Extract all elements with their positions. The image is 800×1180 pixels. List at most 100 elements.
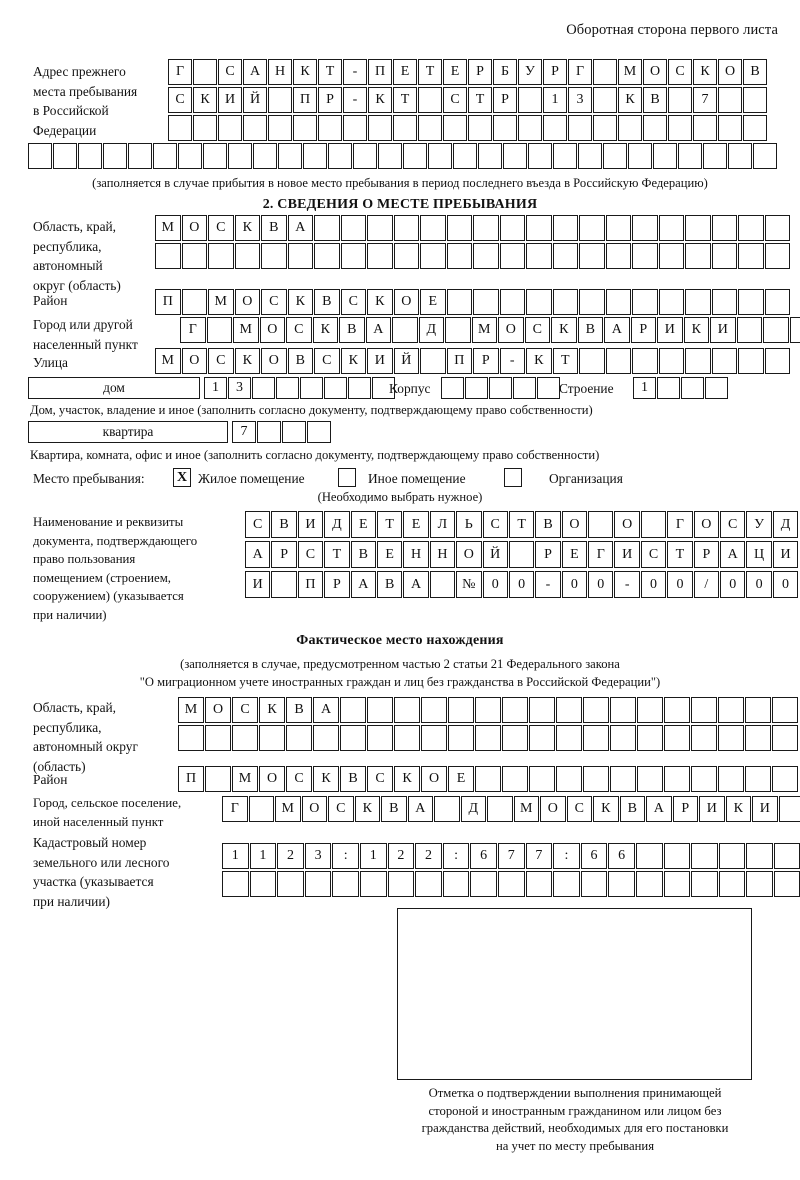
region-row-2-cell[interactable] xyxy=(234,243,260,269)
document-row-1-cell[interactable]: Е xyxy=(350,511,376,538)
region-row-2-cell[interactable] xyxy=(526,243,552,269)
actual-city-row-cell[interactable] xyxy=(434,796,460,822)
cadastral-row-1-cell[interactable]: : xyxy=(553,843,580,869)
prev-address-row-3-cell[interactable] xyxy=(618,115,642,141)
prev-address-row-1-cell[interactable]: А xyxy=(243,59,267,85)
prev-address-row-3-cell[interactable] xyxy=(568,115,592,141)
prev-address-row-4-cell[interactable] xyxy=(228,143,252,169)
document-row-2-cell[interactable]: Р xyxy=(271,541,297,568)
cadastral-row-1-cell[interactable]: 6 xyxy=(580,843,608,869)
street-row-cell[interactable]: К xyxy=(526,348,552,374)
region-row-1-cell[interactable]: С xyxy=(208,215,234,241)
region-row-2-cell[interactable] xyxy=(552,243,578,269)
city-row-cell[interactable]: В xyxy=(339,317,365,343)
cadastral-row-2-cell[interactable] xyxy=(387,871,415,897)
prev-address-row-4-cell[interactable] xyxy=(153,143,177,169)
prev-address-row-1-cell[interactable] xyxy=(193,59,217,85)
document-row-3-cell[interactable]: А xyxy=(350,571,376,598)
actual-region-row-2-cell[interactable] xyxy=(556,725,582,751)
actual-city-row-cell[interactable]: Р xyxy=(672,796,698,822)
region-row-2-cell[interactable] xyxy=(393,243,419,269)
document-row-1-cell[interactable]: С xyxy=(720,511,746,538)
document-row-1-cell[interactable]: Т xyxy=(508,511,535,538)
region-row-1-cell[interactable] xyxy=(632,215,658,241)
city-row-cell[interactable]: К xyxy=(683,317,709,343)
cadastral-row-1-cell[interactable]: 7 xyxy=(525,843,553,869)
document-row-3-cell[interactable]: - xyxy=(614,571,640,598)
prev-address-row-1-cell[interactable]: С xyxy=(668,59,692,85)
actual-city-row-cell[interactable]: О xyxy=(301,796,327,822)
prev-address-row-2-cell[interactable]: Р xyxy=(493,87,517,113)
document-row-1-cell[interactable] xyxy=(640,511,667,538)
region-row-1-cell[interactable] xyxy=(552,215,578,241)
prev-address-row-3-cell[interactable] xyxy=(243,115,267,141)
document-row-2-cell[interactable]: Г xyxy=(588,541,614,568)
city-row-cell[interactable]: А xyxy=(365,317,391,343)
city-row-cell[interactable]: О xyxy=(259,317,285,343)
actual-district-row-cell[interactable] xyxy=(637,766,663,792)
actual-region-row-2-cell[interactable] xyxy=(394,725,420,751)
district-row-cell[interactable]: М xyxy=(208,289,234,315)
district-row-cell[interactable]: О xyxy=(393,289,419,315)
city-row-cell[interactable] xyxy=(392,317,418,343)
region-row-1-cell[interactable] xyxy=(579,215,605,241)
prev-address-row-4-cell[interactable] xyxy=(303,143,327,169)
actual-region-row-2-cell[interactable] xyxy=(691,725,717,751)
prev-address-row-2-cell[interactable]: 3 xyxy=(568,87,592,113)
prev-address-row-4-cell[interactable] xyxy=(78,143,102,169)
prev-address-row-4-cell[interactable] xyxy=(403,143,427,169)
region-row-1-cell[interactable]: М xyxy=(155,215,181,241)
actual-city-row-cell[interactable] xyxy=(487,796,513,822)
city-row-cell[interactable]: Р xyxy=(630,317,656,343)
prev-address-row-2-cell[interactable]: 7 xyxy=(693,87,717,113)
prev-address-row-2-cell[interactable]: П xyxy=(293,87,317,113)
region-row-1-cell[interactable] xyxy=(658,215,684,241)
prev-address-row-4-cell[interactable] xyxy=(703,143,727,169)
prev-address-row-4-cell[interactable] xyxy=(278,143,302,169)
region-row-1-cell[interactable] xyxy=(314,215,340,241)
document-row-1-cell[interactable]: Ь xyxy=(456,511,482,538)
actual-region-row-2-cell[interactable] xyxy=(664,725,690,751)
prev-address-row-2-cell[interactable]: Т xyxy=(393,87,417,113)
district-row-cell[interactable] xyxy=(526,289,552,315)
actual-district-row-cell[interactable] xyxy=(502,766,528,792)
document-row-2-cell[interactable]: Ц xyxy=(746,541,772,568)
district-row-cell[interactable]: Е xyxy=(420,289,446,315)
prev-address-row-3-cell[interactable] xyxy=(593,115,617,141)
actual-region-row-1-cell[interactable] xyxy=(448,697,474,723)
document-row-2-cell[interactable]: С xyxy=(297,541,324,568)
actual-district-row-cell[interactable] xyxy=(691,766,717,792)
district-row-cell[interactable] xyxy=(499,289,525,315)
prev-address-row-1-cell[interactable]: К xyxy=(693,59,717,85)
document-row-2-cell[interactable]: Т xyxy=(324,541,350,568)
prev-address-row-1-cell[interactable]: Т xyxy=(418,59,442,85)
prev-address-row-1-cell[interactable]: В xyxy=(743,59,767,85)
actual-city-row-cell[interactable]: С xyxy=(328,796,354,822)
prev-address-row-2-cell[interactable] xyxy=(668,87,692,113)
document-row-3-cell[interactable]: 0 xyxy=(561,571,588,598)
actual-region-row-1-cell[interactable] xyxy=(502,697,528,723)
actual-region-row-2-cell[interactable] xyxy=(259,725,285,751)
actual-region-row-2-cell[interactable] xyxy=(529,725,555,751)
prev-address-row-1-cell[interactable]: Г xyxy=(568,59,592,85)
region-row-2-cell[interactable] xyxy=(208,243,234,269)
actual-city-row-cell[interactable]: В xyxy=(381,796,407,822)
prev-address-row-1-cell[interactable]: Е xyxy=(393,59,417,85)
cadastral-row-2-cell[interactable] xyxy=(332,871,359,897)
prev-address-row-4-cell[interactable] xyxy=(753,143,777,169)
cadastral-row-2-cell[interactable] xyxy=(746,871,773,897)
cadastral-row-2-cell[interactable] xyxy=(773,871,800,897)
street-row-cell[interactable]: К xyxy=(340,348,366,374)
prev-address-row-4-cell[interactable] xyxy=(178,143,202,169)
document-row-1-cell[interactable]: В xyxy=(535,511,561,538)
prev-address-row-3-cell[interactable] xyxy=(643,115,667,141)
cadastral-row-2-cell[interactable] xyxy=(497,871,525,897)
prev-address-row-2-cell[interactable] xyxy=(593,87,617,113)
stroenie-row-cell[interactable]: 1 xyxy=(633,377,656,399)
document-row-2-cell[interactable]: И xyxy=(614,541,640,568)
prev-address-row-4-cell[interactable] xyxy=(478,143,502,169)
street-row-cell[interactable]: - xyxy=(499,348,525,374)
street-row-cell[interactable] xyxy=(420,348,446,374)
prev-address-row-2-cell[interactable] xyxy=(268,87,292,113)
prev-address-row-4-cell[interactable] xyxy=(503,143,527,169)
